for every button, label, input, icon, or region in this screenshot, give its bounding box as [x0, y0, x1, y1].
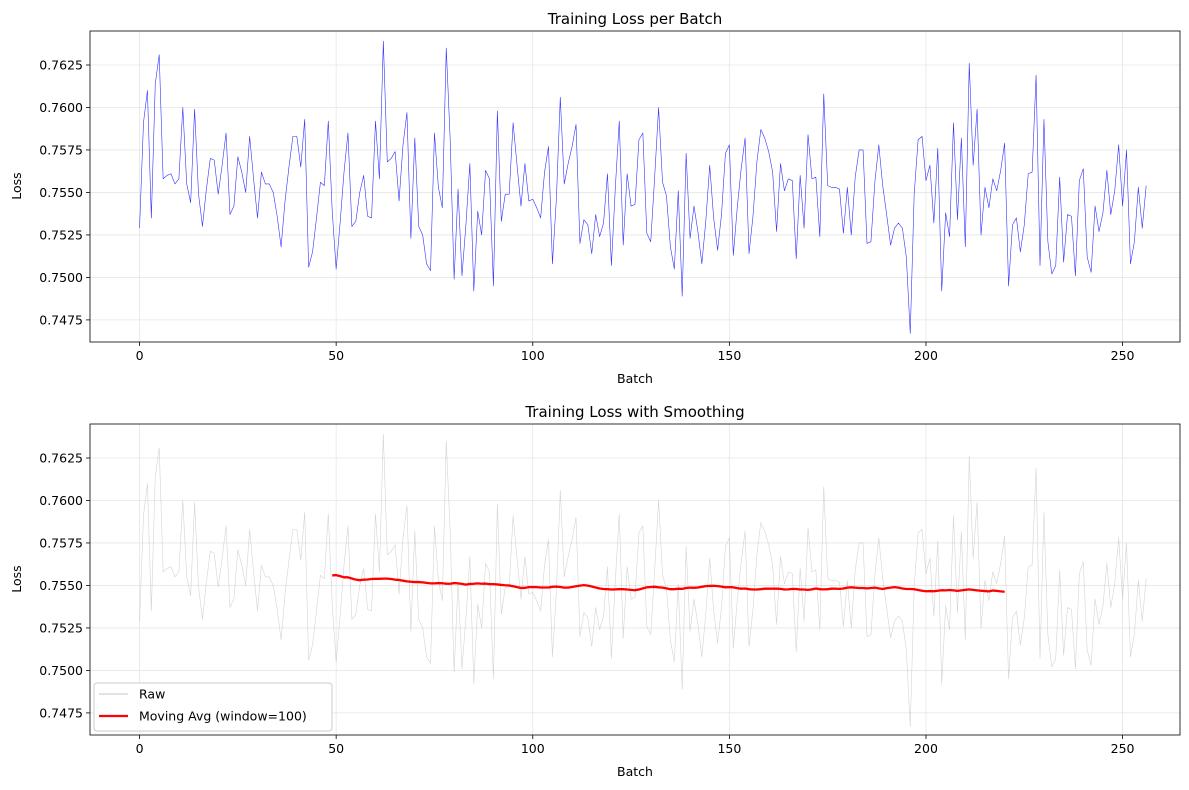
y-tick-label: 0.7475: [39, 312, 83, 327]
chart-title: Training Loss with Smoothing: [524, 403, 744, 421]
legend-raw-label: Raw: [139, 687, 165, 702]
legend-box: [93, 682, 333, 732]
y-ticks: 0.7475 0.7500 0.7525 0.7550 0.7575 0.7600 0.76…: [39, 450, 90, 720]
y-ticks: 0.7475 0.7500 0.7525 0.7550 0.7575 0.7600 0.76…: [39, 57, 90, 327]
y-tick-label: 0.7625: [39, 57, 83, 72]
x-axis-label: Batch: [617, 764, 653, 779]
y-tick-label: 0.7550: [39, 578, 83, 593]
subplot-loss-smoothing: 0 50 100 150 200 250 0.7475 0.7500 0.7525 0.7550…: [9, 403, 1181, 779]
x-tick-label: 50: [328, 741, 344, 756]
y-tick-label: 0.7625: [39, 450, 83, 465]
x-tick-label: 100: [521, 348, 545, 363]
x-tick-label: 150: [717, 741, 741, 756]
y-tick-label: 0.7575: [39, 142, 83, 157]
x-ticks: 0 50 100 150 200 250: [136, 342, 1135, 363]
x-tick-label: 200: [914, 348, 938, 363]
x-axis-label: Batch: [617, 371, 653, 386]
axes-frame: [89, 30, 1181, 343]
x-tick-label: 0: [136, 348, 144, 363]
y-tick-label: 0.7500: [39, 270, 83, 285]
x-tick-label: 0: [136, 741, 144, 756]
x-tick-label: 250: [1111, 741, 1135, 756]
plot-area: [90, 31, 1180, 342]
x-tick-label: 50: [328, 348, 344, 363]
y-tick-label: 0.7525: [39, 620, 83, 635]
y-tick-label: 0.7600: [39, 100, 83, 115]
grid: [90, 424, 1180, 735]
legend: Raw Moving Avg (window=100): [93, 682, 333, 732]
chart-title: Training Loss per Batch: [547, 10, 722, 28]
x-tick-label: 250: [1111, 348, 1135, 363]
y-tick-label: 0.7600: [39, 493, 83, 508]
y-axis-label: Loss: [9, 172, 24, 199]
grid: [90, 31, 1180, 342]
y-tick-label: 0.7475: [39, 705, 83, 720]
x-tick-label: 150: [717, 348, 741, 363]
y-tick-label: 0.7550: [39, 185, 83, 200]
series-group: [139, 40, 1147, 334]
subplot-loss-per-batch: 0 50 100 150 200 250 0.7475 0.7500 0.7525 0.7550…: [9, 10, 1181, 386]
x-tick-label: 100: [521, 741, 545, 756]
x-ticks: 0 50 100 150 200 250: [136, 735, 1135, 756]
y-axis-label: Loss: [9, 565, 24, 592]
series-group: [139, 433, 1147, 727]
axes-frame: [89, 423, 1181, 736]
y-tick-label: 0.7525: [39, 227, 83, 242]
raw-loss-line: [139, 433, 1147, 727]
loss-line: [139, 40, 1147, 334]
legend-moving-avg-label: Moving Avg (window=100): [139, 709, 307, 724]
y-tick-label: 0.7575: [39, 535, 83, 550]
y-tick-label: 0.7500: [39, 663, 83, 678]
moving-average-line: [332, 573, 1005, 593]
x-tick-label: 200: [914, 741, 938, 756]
